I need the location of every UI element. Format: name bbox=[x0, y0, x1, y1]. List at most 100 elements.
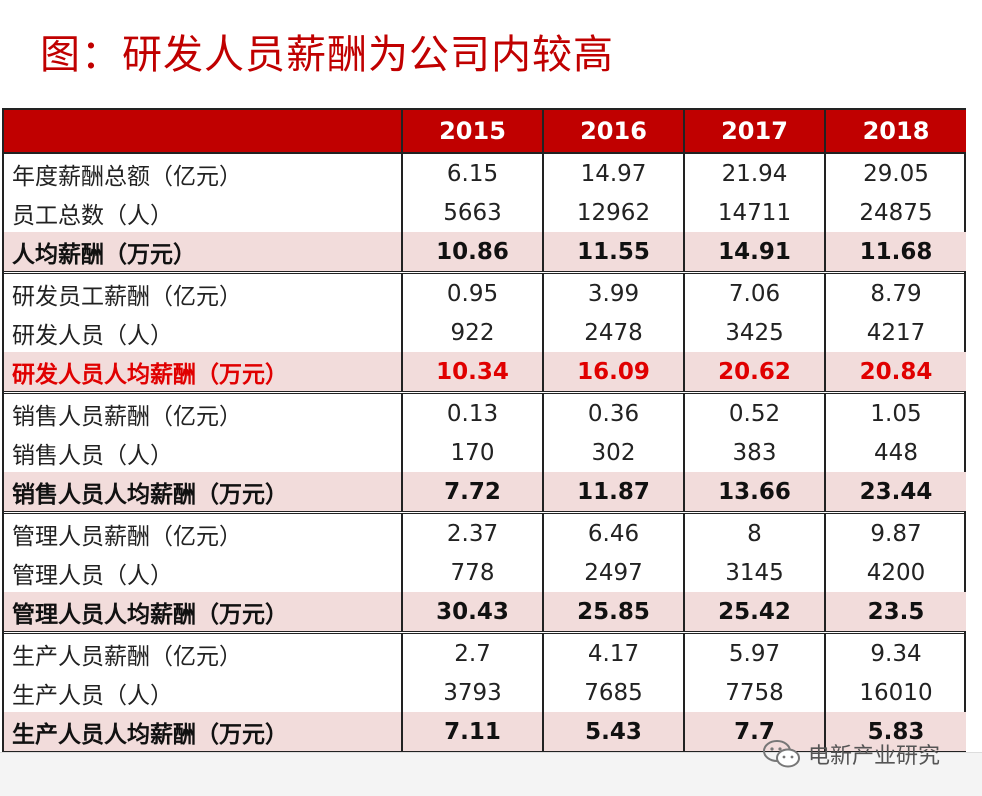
table-cell: 3.99 bbox=[542, 271, 684, 313]
table-cell: 16010 bbox=[824, 673, 966, 712]
page-title: 图：研发人员薪酬为公司内较高 bbox=[40, 32, 614, 78]
table-row: 销售人员（人） 170 302 383 448 bbox=[4, 433, 966, 472]
table-cell: 2478 bbox=[542, 313, 684, 352]
table-cell: 23.44 bbox=[824, 472, 966, 513]
table-cell: 10.86 bbox=[401, 232, 543, 273]
row-label: 管理人员人均薪酬（万元） bbox=[4, 592, 402, 633]
table-cell: 302 bbox=[542, 433, 684, 472]
row-label: 研发人员（人） bbox=[12, 322, 173, 349]
row-label: 员工总数（人） bbox=[12, 202, 173, 229]
table-cell: 20.84 bbox=[824, 352, 966, 393]
table-cell: 5.97 bbox=[683, 631, 825, 673]
row-label: 研发员工薪酬（亿元） bbox=[4, 271, 402, 313]
watermark-text: 电新产业研究 bbox=[808, 744, 941, 769]
bottom-strip bbox=[0, 752, 982, 796]
table-cell: 8.79 bbox=[824, 271, 966, 313]
table-row-average-highlight: 研发人员人均薪酬（万元） 10.34 16.09 20.62 20.84 bbox=[4, 352, 966, 393]
table-row: 管理人员（人） 778 2497 3145 4200 bbox=[4, 553, 966, 592]
row-label: 销售人员人均薪酬（万元） bbox=[4, 472, 402, 513]
table-cell: 14.97 bbox=[542, 153, 684, 193]
year-header: 2015 bbox=[401, 110, 543, 154]
table-cell: 7.06 bbox=[683, 271, 825, 313]
table-cell: 10.34 bbox=[401, 352, 543, 393]
table-cell: 7.7 bbox=[683, 712, 825, 751]
table-row: 员工总数（人） 5663 12962 14711 24875 bbox=[4, 193, 966, 232]
row-label: 生产人员（人） bbox=[12, 682, 173, 709]
row-label: 人均薪酬（万元） bbox=[4, 232, 402, 273]
row-label: 研发人员人均薪酬（万元） bbox=[4, 352, 402, 393]
table-cell: 383 bbox=[683, 433, 825, 472]
table-cell: 29.05 bbox=[824, 153, 966, 193]
table-row-average: 生产人员人均薪酬（万元） 7.11 5.43 7.7 5.83 bbox=[4, 712, 966, 751]
row-label: 销售人员薪酬（亿元） bbox=[4, 391, 402, 433]
year-header: 2016 bbox=[542, 110, 684, 154]
table-cell: 4200 bbox=[824, 553, 966, 592]
table-cell: 25.85 bbox=[542, 592, 684, 633]
table-cell: 9.87 bbox=[824, 511, 966, 553]
table-cell: 448 bbox=[824, 433, 966, 472]
table-cell: 21.94 bbox=[683, 153, 825, 193]
salary-table: 2015 2016 2017 2018 年度薪酬总额（亿元） 6.15 14.9… bbox=[2, 108, 966, 753]
table-cell: 0.36 bbox=[542, 391, 684, 433]
table-row: 生产人员（人） 3793 7685 7758 16010 bbox=[4, 673, 966, 712]
table-cell: 2497 bbox=[542, 553, 684, 592]
table-cell: 2.37 bbox=[401, 511, 543, 553]
table-cell: 778 bbox=[401, 553, 543, 592]
row-label: 管理人员薪酬（亿元） bbox=[4, 511, 402, 553]
table-cell: 5.43 bbox=[542, 712, 684, 751]
table-cell: 11.55 bbox=[542, 232, 684, 273]
table-cell: 6.15 bbox=[401, 153, 543, 193]
table-cell: 12962 bbox=[542, 193, 684, 232]
table-cell: 0.13 bbox=[401, 391, 543, 433]
table-cell: 0.95 bbox=[401, 271, 543, 313]
table-cell: 13.66 bbox=[683, 472, 825, 513]
table-cell: 20.62 bbox=[683, 352, 825, 393]
table-row: 年度薪酬总额（亿元） 6.15 14.97 21.94 29.05 bbox=[4, 153, 966, 193]
table-cell: 25.42 bbox=[683, 592, 825, 633]
row-label: 年度薪酬总额（亿元） bbox=[12, 163, 242, 190]
table-cell: 5663 bbox=[401, 193, 543, 232]
watermark: 电新产业研究 bbox=[762, 738, 940, 770]
table-cell: 2.7 bbox=[401, 631, 543, 673]
table-row: 研发员工薪酬（亿元） 0.95 3.99 7.06 8.79 bbox=[4, 271, 966, 313]
table-cell: 170 bbox=[401, 433, 543, 472]
table-row: 研发人员（人） 922 2478 3425 4217 bbox=[4, 313, 966, 352]
table-cell: 8 bbox=[683, 511, 825, 553]
table-row: 销售人员薪酬（亿元） 0.13 0.36 0.52 1.05 bbox=[4, 391, 966, 433]
table-header-row: 2015 2016 2017 2018 bbox=[4, 110, 966, 154]
table-cell: 3145 bbox=[683, 553, 825, 592]
table-cell: 922 bbox=[401, 313, 543, 352]
table-cell: 11.87 bbox=[542, 472, 684, 513]
row-label: 生产人员人均薪酬（万元） bbox=[4, 712, 402, 751]
table-cell: 6.46 bbox=[542, 511, 684, 553]
table-cell: 7.11 bbox=[401, 712, 543, 751]
wechat-icon bbox=[763, 740, 800, 768]
table-cell: 23.5 bbox=[824, 592, 966, 633]
table-row: 管理人员薪酬（亿元） 2.37 6.46 8 9.87 bbox=[4, 511, 966, 553]
table-cell: 14.91 bbox=[683, 232, 825, 273]
table-row-average: 管理人员人均薪酬（万元） 30.43 25.85 25.42 23.5 bbox=[4, 592, 966, 633]
table-cell: 11.68 bbox=[824, 232, 966, 273]
table-row-average: 人均薪酬（万元） 10.86 11.55 14.91 11.68 bbox=[4, 232, 966, 273]
year-header: 2018 bbox=[824, 110, 966, 154]
header-blank-cell bbox=[4, 110, 402, 154]
table-cell: 1.05 bbox=[824, 391, 966, 433]
table-cell: 5.83 bbox=[824, 712, 966, 751]
table-cell: 3793 bbox=[401, 673, 543, 712]
row-label: 销售人员（人） bbox=[12, 442, 173, 469]
table-row-average: 销售人员人均薪酬（万元） 7.72 11.87 13.66 23.44 bbox=[4, 472, 966, 513]
table-cell: 7.72 bbox=[401, 472, 543, 513]
table-cell: 9.34 bbox=[824, 631, 966, 673]
table-row: 生产人员薪酬（亿元） 2.7 4.17 5.97 9.34 bbox=[4, 631, 966, 673]
table-cell: 7685 bbox=[542, 673, 684, 712]
year-header: 2017 bbox=[683, 110, 825, 154]
table-cell: 16.09 bbox=[542, 352, 684, 393]
table-cell: 0.52 bbox=[683, 391, 825, 433]
table-cell: 3425 bbox=[683, 313, 825, 352]
table-cell: 4217 bbox=[824, 313, 966, 352]
row-label: 生产人员薪酬（亿元） bbox=[4, 631, 402, 673]
table-cell: 7758 bbox=[683, 673, 825, 712]
table-cell: 24875 bbox=[824, 193, 966, 232]
table-cell: 30.43 bbox=[401, 592, 543, 633]
table-cell: 4.17 bbox=[542, 631, 684, 673]
